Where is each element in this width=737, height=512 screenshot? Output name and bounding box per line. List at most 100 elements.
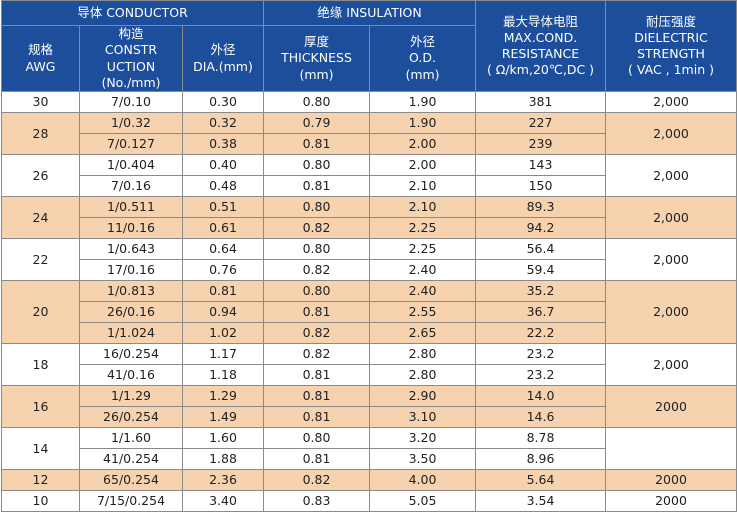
construction-header-line: UCTION	[106, 58, 156, 74]
table-row: 14 1/1.60 1.60 0.80 3.20 8.78	[1, 427, 737, 470]
awg-cell: 16	[1, 385, 80, 428]
od-cell: 2.40	[369, 280, 476, 302]
dia-cell: 0.64	[182, 238, 264, 260]
thickness-cell: 0.83	[263, 490, 370, 512]
construction-header: 构造 CONSTR UCTION (No./mm)	[79, 25, 183, 92]
dia-header: 外径 DIA.(mm)	[182, 25, 264, 92]
od-cell: 3.50	[369, 448, 476, 470]
construction-cell: 1/1.024	[79, 322, 183, 344]
thickness-cell: 0.81	[263, 385, 370, 407]
dia-header-line: 外径	[210, 42, 236, 58]
od-cell: 2.80	[369, 364, 476, 386]
resistance-header: 最大导体电阻 MAX.COND. RESISTANCE ( Ω/km,20℃,D…	[475, 0, 606, 92]
awg-group: 22 1/0.643 0.64 0.80 2.25 56.4 2,000 17/…	[1, 238, 737, 281]
dia-header-line: DIA.(mm)	[193, 58, 253, 74]
awg-cell: 12	[1, 469, 80, 491]
dia-cell: 0.40	[182, 154, 264, 176]
dia-cell: 1.17	[182, 343, 264, 365]
resistance-cell: 227	[475, 112, 606, 134]
dielectric-header-line: DIELECTRIC	[634, 29, 708, 45]
resistance-header-line: ( Ω/km,20℃,DC )	[486, 62, 595, 78]
resistance-cell: 8.78	[475, 427, 606, 449]
construction-cell: 41/0.16	[79, 364, 183, 386]
construction-cell: 1/1.29	[79, 385, 183, 407]
thickness-header-line: 厚度	[303, 34, 329, 50]
voltage-cell	[605, 427, 737, 470]
voltage-cell: 2,000	[605, 91, 737, 113]
table-row: 28 1/0.32 0.32 0.79 1.90 227 2,000	[1, 112, 737, 155]
resistance-cell: 35.2	[475, 280, 606, 302]
awg-group: 14 1/1.60 1.60 0.80 3.20 8.78 41/0.254 1…	[1, 427, 737, 470]
resistance-cell: 36.7	[475, 301, 606, 323]
resistance-cell: 8.96	[475, 448, 606, 470]
thickness-header-line: (mm)	[299, 66, 334, 82]
awg-header-line: 规格	[27, 42, 53, 58]
od-cell: 2.65	[369, 322, 476, 344]
od-header: 外径 O.D. (mm)	[369, 25, 476, 92]
resistance-cell: 23.2	[475, 343, 606, 365]
dia-cell: 2.36	[182, 469, 264, 491]
awg-cell: 10	[1, 490, 80, 512]
insulation-group-header: 绝缘 INSULATION	[263, 0, 476, 26]
awg-group: 16 1/1.29 1.29 0.81 2.90 14.0 2000 26/0.…	[1, 385, 737, 428]
construction-cell: 26/0.16	[79, 301, 183, 323]
awg-group: 18 16/0.254 1.17 0.82 2.80 23.2 2,000 41…	[1, 343, 737, 386]
dielectric-header-line: ( VAC , 1min )	[628, 62, 714, 78]
awg-cell: 24	[1, 196, 80, 239]
awg-cell: 20	[1, 280, 80, 344]
resistance-cell: 14.6	[475, 406, 606, 428]
od-cell: 3.20	[369, 427, 476, 449]
awg-cell: 30	[1, 91, 80, 113]
construction-cell: 7/0.127	[79, 133, 183, 155]
table-row: 24 1/0.511 0.51 0.80 2.10 89.3 2,000	[1, 196, 737, 239]
construction-cell: 65/0.254	[79, 469, 183, 491]
dia-cell: 1.02	[182, 322, 264, 344]
resistance-cell: 3.54	[475, 490, 606, 512]
thickness-cell: 0.81	[263, 448, 370, 470]
od-header-line: 外径	[409, 34, 435, 50]
awg-group: 28 1/0.32 0.32 0.79 1.90 227 2,000 7/0.1…	[1, 112, 737, 155]
resistance-cell: 94.2	[475, 217, 606, 239]
thickness-cell: 0.80	[263, 196, 370, 218]
table-row: 16 1/1.29 1.29 0.81 2.90 14.0 2000	[1, 385, 737, 428]
awg-cell: 18	[1, 343, 80, 386]
voltage-cell: 2,000	[605, 196, 737, 239]
construction-cell: 16/0.254	[79, 343, 183, 365]
table-row: 12 65/0.254 2.36 0.82 4.00 5.64 2000	[1, 469, 737, 491]
voltage-cell: 2,000	[605, 154, 737, 197]
table-row: 26 1/0.404 0.40 0.80 2.00 143 2,000	[1, 154, 737, 197]
awg-group: 26 1/0.404 0.40 0.80 2.00 143 2,000 7/0.…	[1, 154, 737, 197]
thickness-cell: 0.82	[263, 322, 370, 344]
construction-header-line: CONSTR	[104, 42, 158, 58]
thickness-cell: 0.80	[263, 427, 370, 449]
awg-header: 规格 AWG	[1, 25, 80, 92]
awg-group: 10 7/15/0.254 3.40 0.83 5.05 3.54 2000	[1, 490, 737, 512]
resistance-cell: 239	[475, 133, 606, 155]
resistance-header-line: MAX.COND.	[503, 29, 578, 45]
od-cell: 2.00	[369, 133, 476, 155]
construction-cell: 7/0.16	[79, 175, 183, 197]
dielectric-header-line: STRENGTH	[637, 46, 705, 61]
awg-group: 24 1/0.511 0.51 0.80 2.10 89.3 2,000 11/…	[1, 196, 737, 239]
voltage-cell: 2,000	[605, 280, 737, 344]
dia-cell: 3.40	[182, 490, 264, 512]
awg-group: 12 65/0.254 2.36 0.82 4.00 5.64 2000	[1, 469, 737, 491]
resistance-cell: 89.3	[475, 196, 606, 218]
construction-cell: 11/0.16	[79, 217, 183, 239]
od-cell: 2.55	[369, 301, 476, 323]
awg-header-line: AWG	[25, 58, 56, 74]
awg-cell: 28	[1, 112, 80, 155]
construction-header-line: (No./mm)	[101, 74, 161, 90]
od-cell: 2.40	[369, 259, 476, 281]
od-cell: 2.10	[369, 175, 476, 197]
dia-cell: 0.51	[182, 196, 264, 218]
construction-cell: 1/0.32	[79, 112, 183, 134]
construction-cell: 7/15/0.254	[79, 490, 183, 512]
thickness-cell: 0.81	[263, 364, 370, 386]
od-cell: 1.90	[369, 91, 476, 113]
voltage-cell: 2,000	[605, 343, 737, 386]
thickness-header-line: THICKNESS	[281, 50, 352, 66]
awg-cell: 14	[1, 427, 80, 470]
table-row: 10 7/15/0.254 3.40 0.83 5.05 3.54 2000	[1, 490, 737, 512]
table-row: 22 1/0.643 0.64 0.80 2.25 56.4 2,000	[1, 238, 737, 281]
